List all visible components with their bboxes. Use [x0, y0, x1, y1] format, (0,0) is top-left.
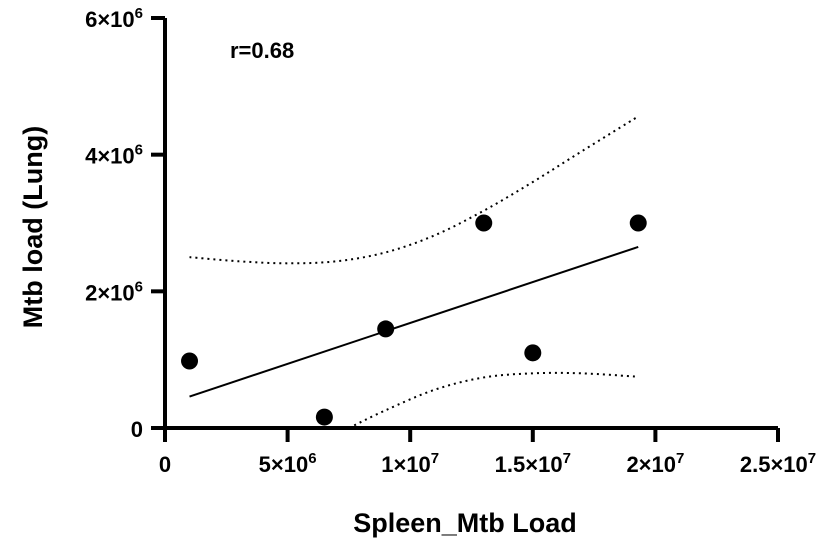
regression-line	[189, 245, 639, 398]
axes	[151, 16, 780, 442]
correlation-annotation: r=0.68	[230, 38, 294, 63]
x-tick-label: 1×107	[381, 450, 439, 477]
x-tick-label: 5×106	[259, 450, 317, 477]
x-tick-label: 2×107	[626, 450, 684, 477]
confidence-band	[189, 115, 639, 429]
y-tick-label: 4×106	[85, 142, 143, 169]
data-point	[181, 352, 199, 370]
data-point	[524, 344, 542, 362]
y-tick-label: 2×106	[85, 278, 143, 305]
x-axis-title: Spleen_Mtb Load	[353, 508, 577, 538]
lower-confidence-curve	[348, 371, 639, 429]
x-tick-label: 0	[159, 452, 171, 477]
y-axis-title: Mtb load (Lung)	[18, 126, 48, 328]
data-points	[181, 214, 647, 426]
data-point	[475, 214, 493, 232]
y-tick-label: 6×106	[85, 5, 143, 32]
data-point	[315, 408, 333, 426]
upper-confidence-curve	[189, 115, 639, 265]
tick-labels: 0 5×106 1×107 1.5×107 2×107 2.5×107 0 2×106 4×10…	[85, 5, 816, 477]
fit-line	[189, 245, 639, 398]
x-tick-label: 1.5×107	[495, 450, 571, 477]
x-tick-label: 2.5×107	[740, 450, 816, 477]
data-point	[629, 214, 647, 232]
data-point	[377, 320, 395, 338]
y-tick-label: 0	[131, 417, 143, 442]
